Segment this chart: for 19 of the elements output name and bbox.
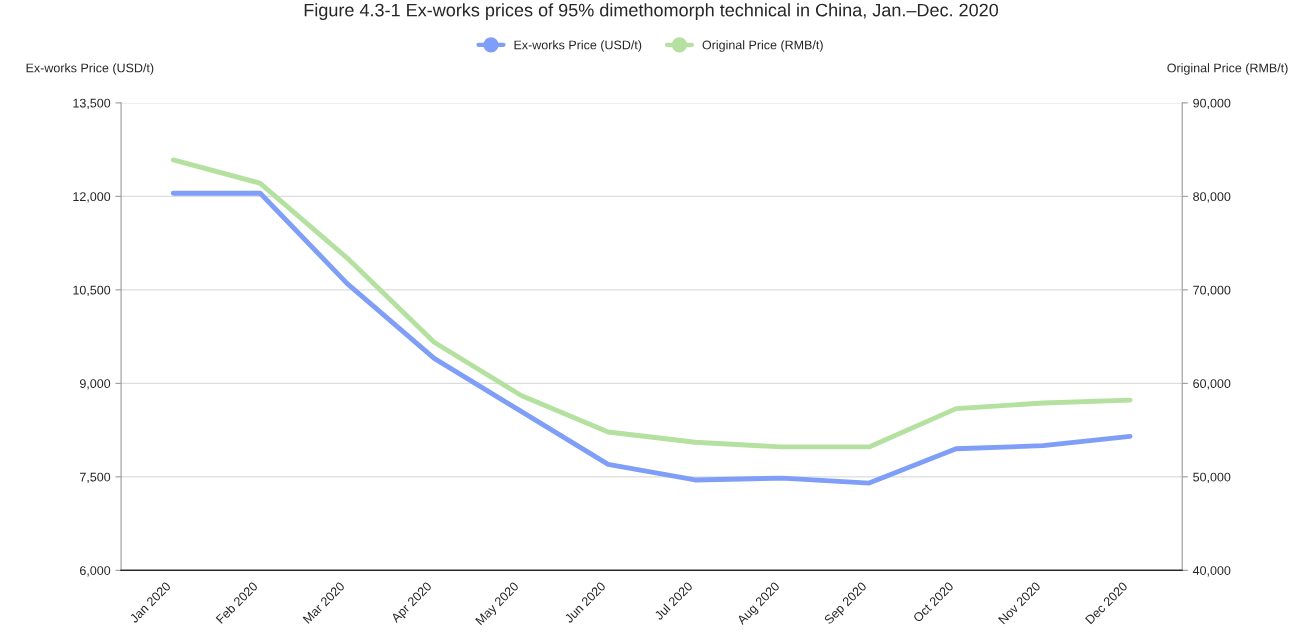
y-axis-title: Ex-works Price (USD/t) [26,63,154,75]
line-series [170,157,1133,450]
legend-label: Ex-works Price (USD/t) [514,40,642,52]
y-tick-label: 6,000 [80,566,111,577]
y2-tick-label: 50,000 [1193,472,1231,483]
y-tick-label: 12,000 [73,192,111,203]
y2-tick-label: 90,000 [1193,98,1231,110]
y2-tick-label: 60,000 [1193,379,1231,390]
y-tick-label: 7,500 [80,472,111,483]
line-series [170,190,1133,486]
y-tick-label: 9,000 [79,379,111,390]
y2-tick-label: 40,000 [1192,566,1231,577]
y-tick-label: 10,500 [73,285,111,296]
y2-axis-title: Original Price (RMB/t) [1167,63,1288,75]
y2-tick-label: 80,000 [1193,192,1231,203]
y2-tick-label: 70,000 [1193,285,1231,296]
chart-title: Figure 4.3-1 Ex-works prices of 95% dimethomorph technical in China, Jan.–Dec. 2020 [304,3,999,21]
y-tick-label: 13,500 [73,98,111,110]
legend-label: Original Price (RMB/t) [702,40,823,52]
